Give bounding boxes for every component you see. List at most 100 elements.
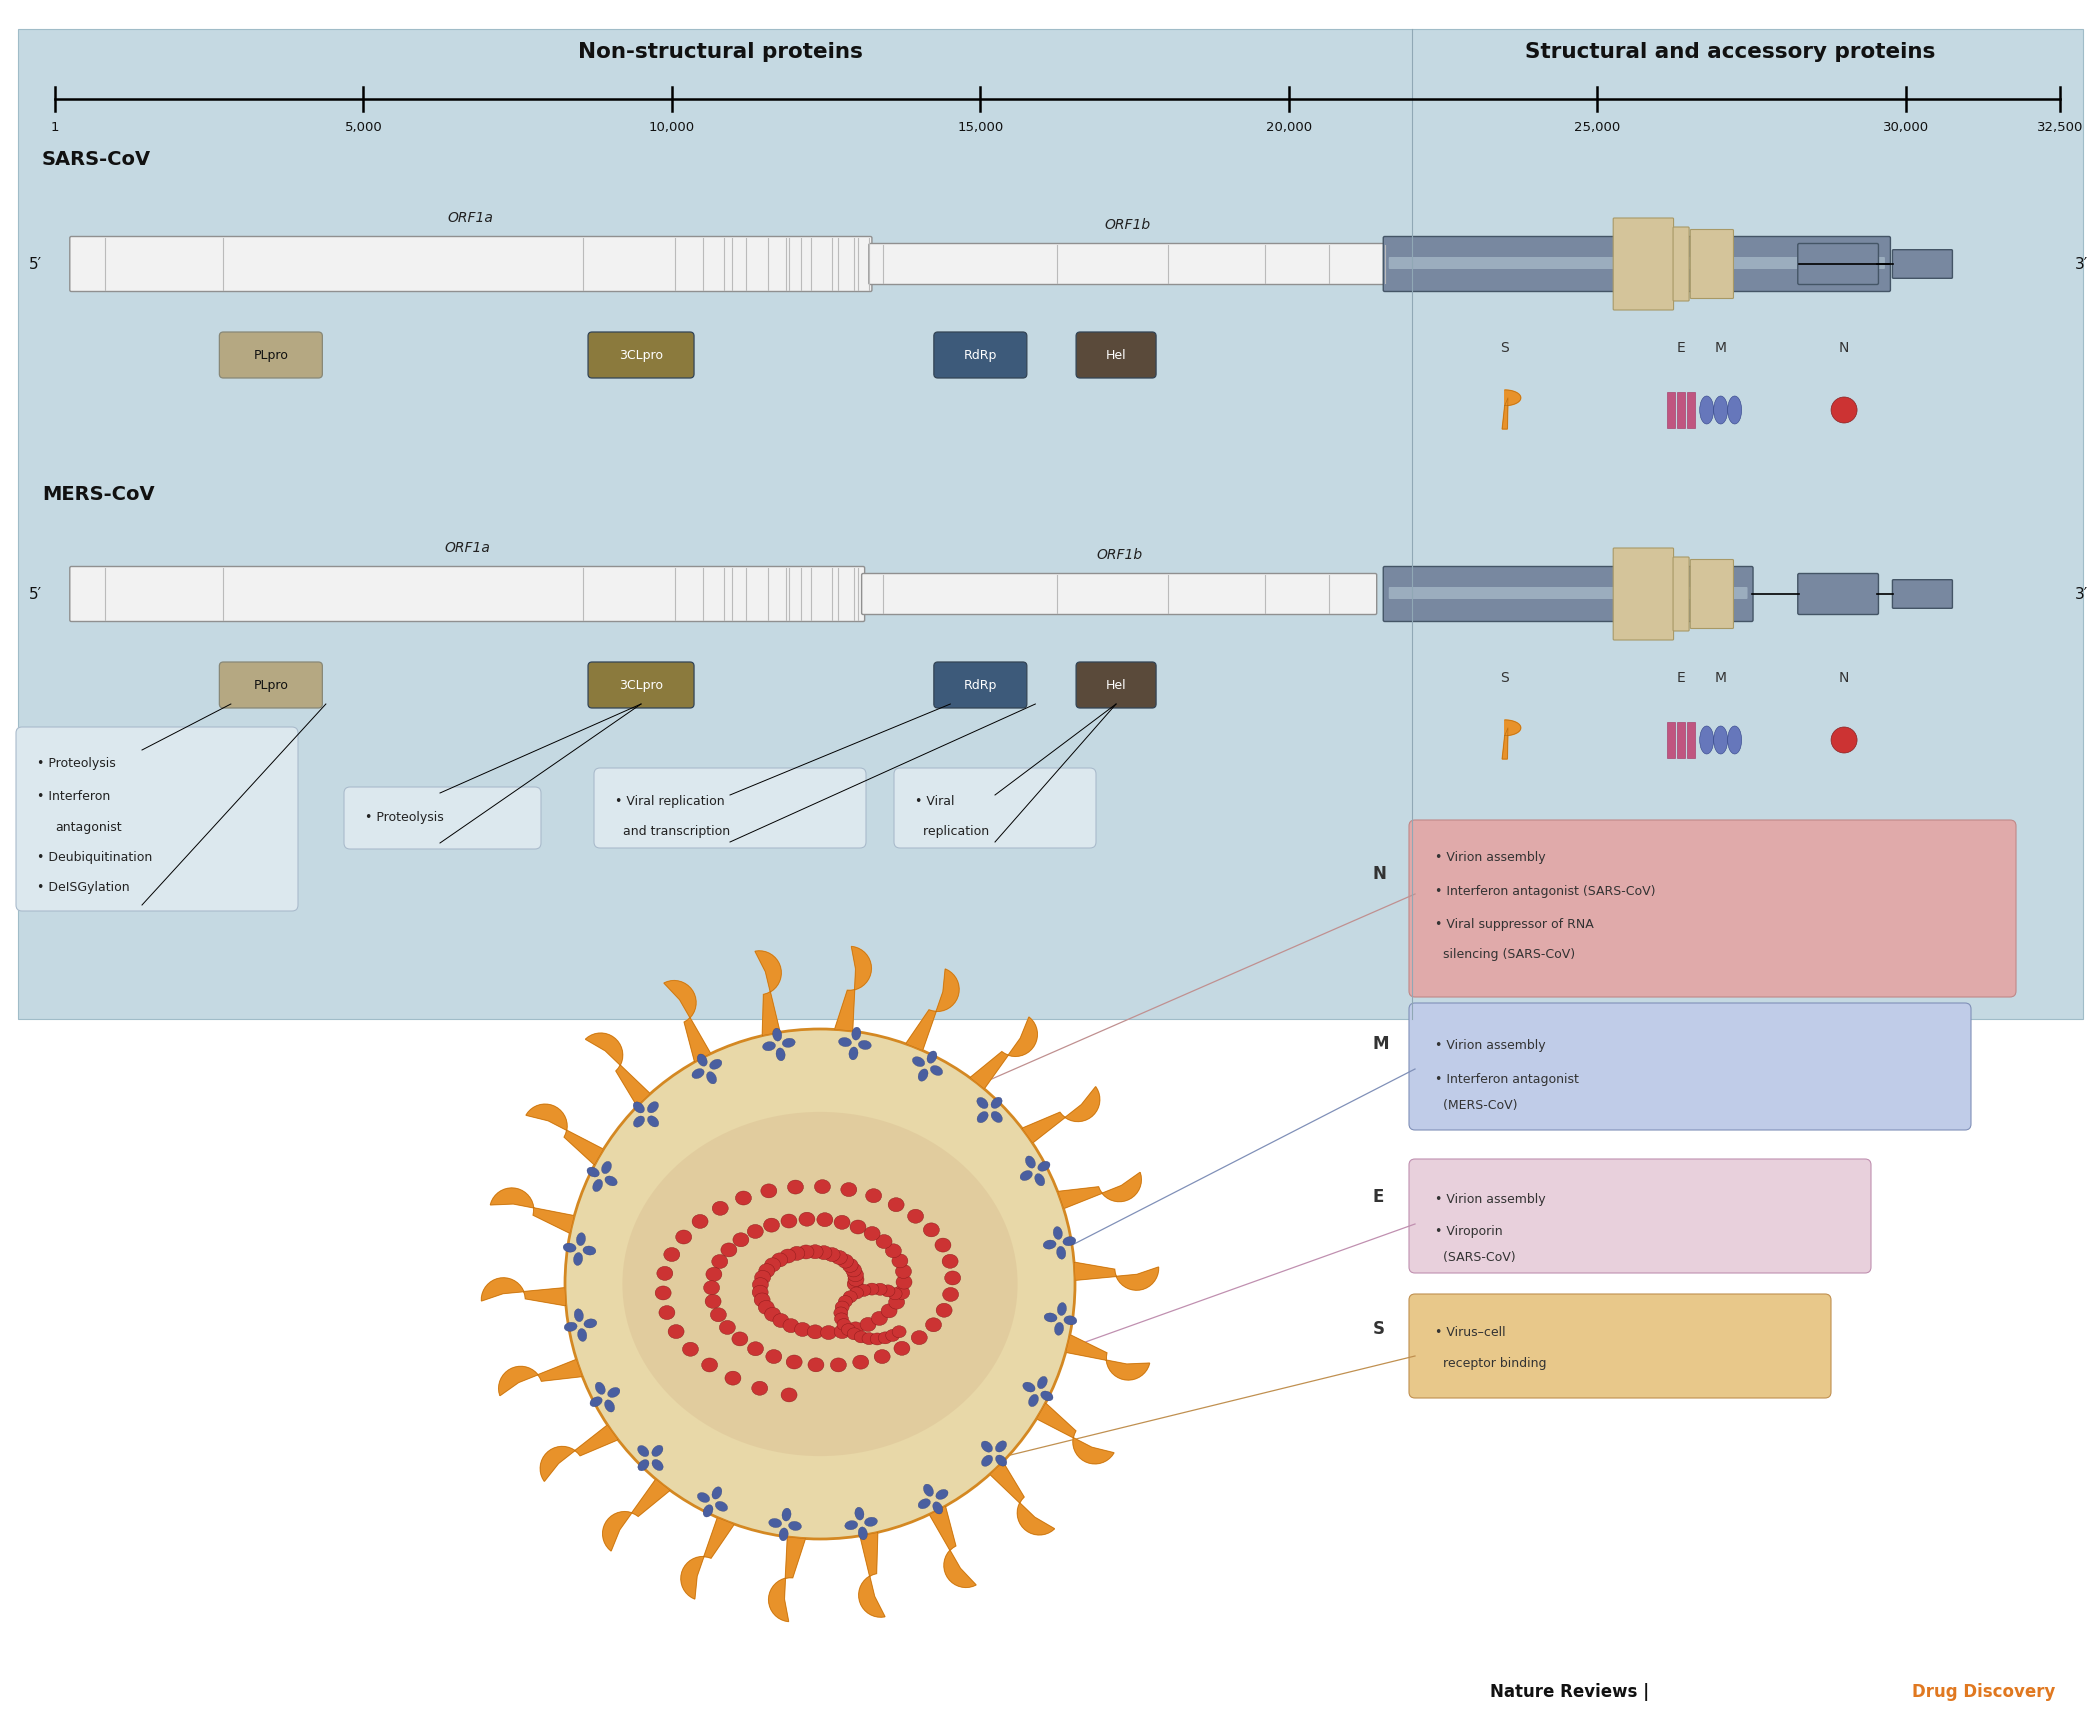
Ellipse shape bbox=[937, 1304, 951, 1318]
Text: receptor binding: receptor binding bbox=[1434, 1358, 1546, 1370]
Ellipse shape bbox=[752, 1285, 769, 1299]
Ellipse shape bbox=[838, 1318, 851, 1330]
Ellipse shape bbox=[1021, 1170, 1033, 1181]
Ellipse shape bbox=[855, 1507, 863, 1521]
Ellipse shape bbox=[934, 1238, 951, 1252]
Ellipse shape bbox=[754, 1271, 771, 1285]
Ellipse shape bbox=[592, 1179, 603, 1191]
Circle shape bbox=[1831, 397, 1856, 423]
Text: M: M bbox=[1716, 671, 1726, 685]
Ellipse shape bbox=[706, 1072, 716, 1084]
Ellipse shape bbox=[659, 1306, 674, 1320]
Ellipse shape bbox=[647, 1101, 659, 1113]
Text: N: N bbox=[1840, 671, 1850, 685]
Ellipse shape bbox=[720, 1243, 737, 1257]
Text: replication: replication bbox=[916, 825, 989, 839]
Ellipse shape bbox=[668, 1325, 685, 1339]
Ellipse shape bbox=[584, 1320, 596, 1328]
Text: Drug Discovery: Drug Discovery bbox=[1911, 1684, 2056, 1701]
Ellipse shape bbox=[817, 1245, 832, 1259]
Text: 3′: 3′ bbox=[2075, 257, 2087, 272]
FancyBboxPatch shape bbox=[1384, 567, 1754, 621]
Ellipse shape bbox=[976, 1098, 987, 1108]
Ellipse shape bbox=[1025, 1157, 1035, 1169]
Text: 30,000: 30,000 bbox=[1884, 121, 1928, 134]
Text: antagonist: antagonist bbox=[55, 820, 122, 834]
Text: SARS-CoV: SARS-CoV bbox=[42, 149, 151, 168]
Ellipse shape bbox=[865, 1190, 882, 1203]
Ellipse shape bbox=[981, 1455, 993, 1467]
Text: ORF1a: ORF1a bbox=[445, 541, 489, 555]
Ellipse shape bbox=[781, 1387, 798, 1401]
Bar bbox=[1686, 721, 1695, 758]
Ellipse shape bbox=[773, 1314, 790, 1328]
FancyBboxPatch shape bbox=[1075, 331, 1157, 378]
Ellipse shape bbox=[664, 1247, 680, 1262]
Text: ORF1b: ORF1b bbox=[1105, 218, 1151, 232]
Polygon shape bbox=[481, 1278, 565, 1306]
Ellipse shape bbox=[1054, 1323, 1063, 1335]
Text: and transcription: and transcription bbox=[615, 825, 731, 839]
Polygon shape bbox=[756, 950, 781, 1035]
Bar bbox=[1667, 392, 1674, 428]
Ellipse shape bbox=[918, 1498, 930, 1509]
Text: 3′: 3′ bbox=[2075, 586, 2087, 602]
Ellipse shape bbox=[840, 1183, 857, 1196]
Ellipse shape bbox=[781, 1509, 792, 1521]
Ellipse shape bbox=[926, 1051, 937, 1063]
FancyBboxPatch shape bbox=[1798, 243, 1880, 284]
Ellipse shape bbox=[859, 1040, 872, 1049]
Ellipse shape bbox=[1042, 1391, 1052, 1401]
Ellipse shape bbox=[886, 1243, 901, 1257]
FancyBboxPatch shape bbox=[1409, 820, 2016, 997]
Ellipse shape bbox=[842, 1323, 855, 1335]
Ellipse shape bbox=[888, 1288, 903, 1300]
Ellipse shape bbox=[815, 1179, 830, 1193]
Ellipse shape bbox=[565, 1323, 578, 1332]
Ellipse shape bbox=[995, 1441, 1006, 1451]
Ellipse shape bbox=[607, 1387, 620, 1398]
FancyBboxPatch shape bbox=[1409, 1002, 1972, 1131]
Ellipse shape bbox=[788, 1181, 804, 1195]
Ellipse shape bbox=[588, 1167, 598, 1177]
Text: RdRp: RdRp bbox=[964, 678, 998, 692]
Text: 3CLpro: 3CLpro bbox=[620, 678, 664, 692]
Polygon shape bbox=[1037, 1403, 1113, 1463]
Ellipse shape bbox=[706, 1294, 720, 1309]
Ellipse shape bbox=[563, 1243, 575, 1252]
Ellipse shape bbox=[735, 1191, 752, 1205]
Ellipse shape bbox=[712, 1486, 722, 1500]
Ellipse shape bbox=[1056, 1247, 1067, 1259]
Ellipse shape bbox=[575, 1233, 586, 1245]
Ellipse shape bbox=[943, 1254, 958, 1268]
FancyBboxPatch shape bbox=[19, 29, 2083, 1020]
Ellipse shape bbox=[1699, 727, 1714, 754]
Ellipse shape bbox=[697, 1054, 708, 1066]
Text: 32,500: 32,500 bbox=[2037, 121, 2083, 134]
Ellipse shape bbox=[945, 1271, 960, 1285]
FancyBboxPatch shape bbox=[869, 243, 1386, 284]
Ellipse shape bbox=[1023, 1382, 1035, 1392]
Text: • Interferon antagonist (SARS-CoV): • Interferon antagonist (SARS-CoV) bbox=[1434, 884, 1655, 898]
Ellipse shape bbox=[752, 1278, 769, 1292]
Ellipse shape bbox=[838, 1295, 853, 1307]
Ellipse shape bbox=[806, 1245, 823, 1259]
Ellipse shape bbox=[976, 1111, 989, 1122]
Ellipse shape bbox=[1029, 1394, 1040, 1406]
Ellipse shape bbox=[861, 1318, 876, 1332]
Ellipse shape bbox=[876, 1235, 892, 1248]
Ellipse shape bbox=[878, 1332, 892, 1344]
Ellipse shape bbox=[888, 1198, 905, 1212]
Ellipse shape bbox=[781, 1214, 796, 1228]
Ellipse shape bbox=[783, 1318, 798, 1333]
FancyBboxPatch shape bbox=[1075, 662, 1157, 707]
Ellipse shape bbox=[682, 1342, 699, 1356]
Polygon shape bbox=[498, 1359, 582, 1396]
Ellipse shape bbox=[991, 1098, 1002, 1108]
Ellipse shape bbox=[897, 1274, 911, 1288]
Ellipse shape bbox=[748, 1342, 764, 1356]
Text: N: N bbox=[1373, 865, 1386, 883]
Ellipse shape bbox=[701, 1358, 718, 1372]
Ellipse shape bbox=[874, 1283, 886, 1295]
Ellipse shape bbox=[622, 1111, 1018, 1457]
